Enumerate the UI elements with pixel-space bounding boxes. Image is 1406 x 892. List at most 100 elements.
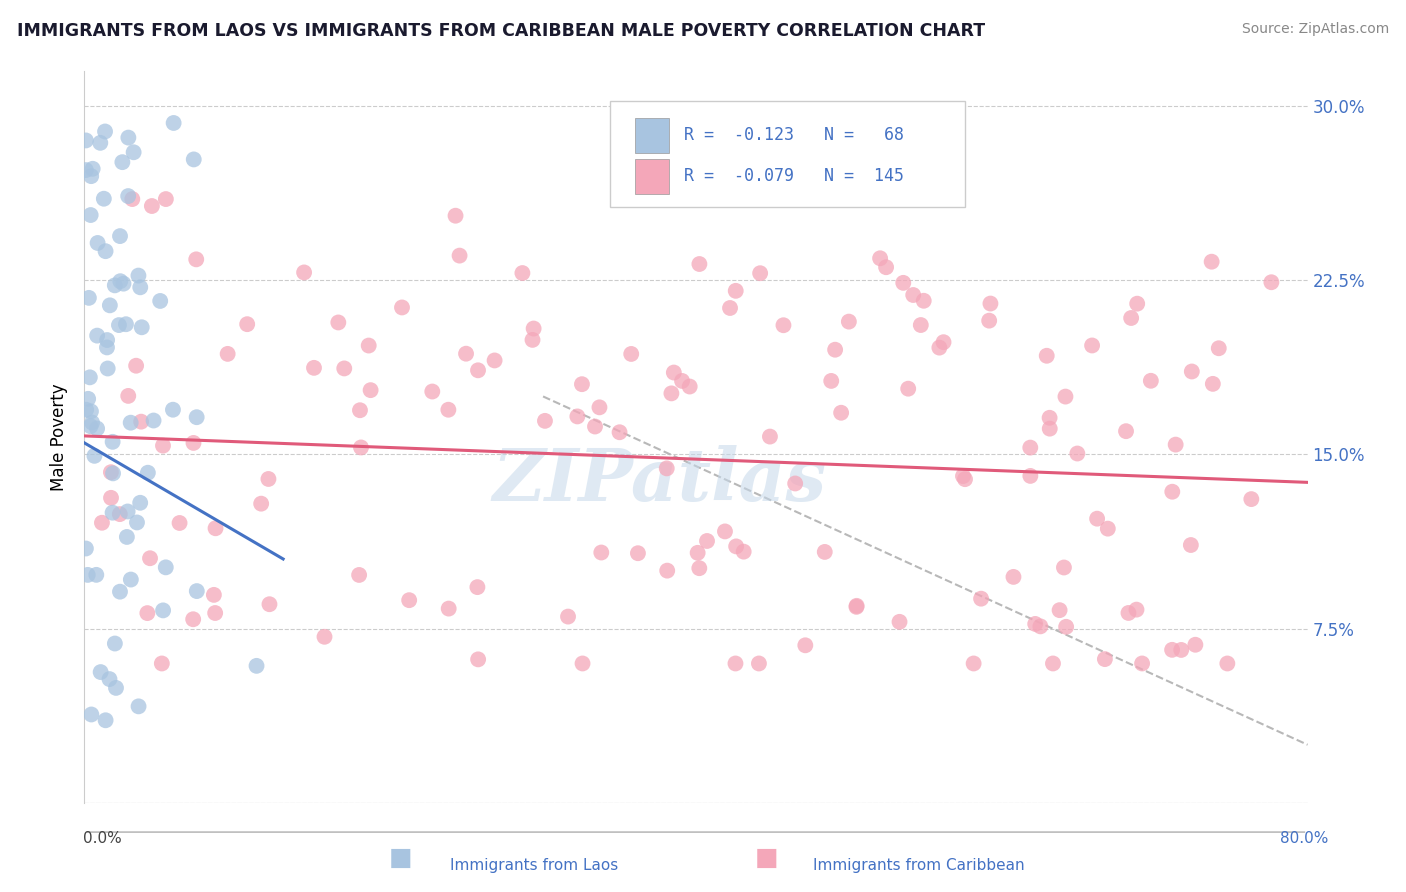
Text: Source: ZipAtlas.com: Source: ZipAtlas.com bbox=[1241, 22, 1389, 37]
Point bbox=[512, 266, 534, 280]
Point bbox=[302, 360, 325, 375]
Point bbox=[86, 235, 108, 250]
Point bbox=[522, 333, 544, 347]
Point bbox=[845, 599, 868, 614]
Point bbox=[120, 416, 142, 430]
Point bbox=[104, 636, 127, 650]
Point bbox=[357, 338, 380, 352]
Point bbox=[150, 657, 173, 671]
Point bbox=[250, 497, 273, 511]
Point bbox=[86, 328, 108, 343]
Point bbox=[142, 413, 165, 427]
Point bbox=[84, 567, 107, 582]
Point bbox=[75, 402, 97, 417]
Point bbox=[567, 409, 589, 424]
Point bbox=[891, 276, 914, 290]
Point bbox=[391, 301, 413, 315]
Point bbox=[181, 612, 204, 626]
Point bbox=[420, 384, 443, 399]
Point bbox=[169, 516, 191, 530]
Point bbox=[127, 268, 149, 283]
Point bbox=[128, 699, 150, 714]
Point bbox=[314, 630, 336, 644]
Point bbox=[80, 416, 103, 430]
Text: IMMIGRANTS FROM LAOS VS IMMIGRANTS FROM CARIBBEAN MALE POVERTY CORRELATION CHART: IMMIGRANTS FROM LAOS VS IMMIGRANTS FROM … bbox=[17, 22, 986, 40]
Point bbox=[686, 546, 709, 560]
Point bbox=[141, 199, 163, 213]
Point bbox=[912, 293, 935, 308]
Point bbox=[928, 341, 950, 355]
Text: 80.0%: 80.0% bbox=[1281, 831, 1329, 846]
Point bbox=[824, 343, 846, 357]
Point bbox=[94, 713, 117, 727]
Point bbox=[360, 383, 382, 397]
Point bbox=[1208, 341, 1230, 355]
Point bbox=[125, 516, 148, 530]
Point bbox=[571, 377, 593, 392]
Point bbox=[794, 638, 817, 652]
Point bbox=[897, 382, 920, 396]
Point bbox=[1180, 538, 1202, 552]
Point bbox=[75, 541, 97, 556]
Point bbox=[620, 347, 643, 361]
Point bbox=[1121, 310, 1143, 325]
Point bbox=[96, 340, 118, 354]
Point bbox=[1201, 254, 1223, 268]
Point bbox=[257, 472, 280, 486]
Point bbox=[79, 370, 101, 384]
Point bbox=[117, 189, 139, 203]
Point bbox=[671, 374, 693, 388]
Point bbox=[724, 657, 747, 671]
Point bbox=[75, 163, 97, 178]
Point bbox=[186, 410, 208, 425]
Point bbox=[350, 441, 373, 455]
Point bbox=[108, 507, 131, 521]
Point bbox=[202, 588, 225, 602]
Text: R =  -0.123   N =   68: R = -0.123 N = 68 bbox=[683, 126, 904, 144]
Point bbox=[467, 363, 489, 377]
Point bbox=[932, 335, 955, 350]
Point bbox=[186, 252, 208, 267]
Point bbox=[1140, 374, 1163, 388]
Point bbox=[1126, 296, 1149, 310]
Point bbox=[785, 476, 807, 491]
Point bbox=[484, 353, 506, 368]
Point bbox=[1002, 570, 1025, 584]
Point bbox=[1053, 560, 1076, 574]
Point bbox=[101, 434, 124, 449]
Point bbox=[101, 467, 124, 481]
Point bbox=[94, 124, 117, 138]
Point bbox=[104, 681, 127, 695]
Point bbox=[91, 516, 114, 530]
Point bbox=[1029, 619, 1052, 633]
Point bbox=[77, 291, 100, 305]
Point bbox=[688, 257, 710, 271]
Point bbox=[108, 584, 131, 599]
Point bbox=[111, 155, 134, 169]
Point bbox=[979, 313, 1001, 327]
Point bbox=[437, 402, 460, 417]
Point bbox=[1039, 410, 1062, 425]
Point bbox=[104, 278, 127, 293]
Point bbox=[1181, 364, 1204, 378]
Point bbox=[101, 506, 124, 520]
Point bbox=[454, 347, 477, 361]
Point bbox=[152, 439, 174, 453]
Point bbox=[155, 192, 177, 206]
Point bbox=[117, 504, 139, 518]
Point bbox=[1202, 376, 1225, 391]
Point bbox=[979, 296, 1001, 310]
Point bbox=[1164, 437, 1187, 451]
Point bbox=[679, 379, 702, 393]
Point bbox=[86, 421, 108, 435]
Point bbox=[333, 361, 356, 376]
Point bbox=[96, 333, 118, 347]
Point bbox=[1081, 338, 1104, 352]
Point bbox=[1039, 422, 1062, 436]
Point bbox=[245, 658, 267, 673]
Point bbox=[718, 301, 741, 315]
Point bbox=[259, 597, 281, 611]
Point bbox=[903, 288, 925, 302]
Bar bbox=[636, 159, 669, 194]
Point bbox=[449, 249, 471, 263]
